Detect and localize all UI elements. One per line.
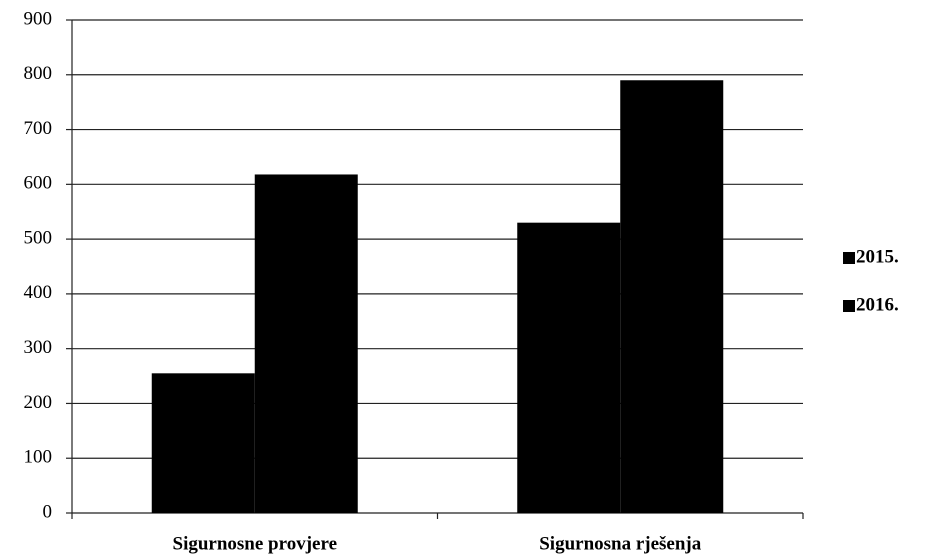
x-tick-label: Sigurnosne provjere — [173, 533, 338, 554]
y-tick-label: 800 — [24, 63, 53, 84]
bar — [620, 80, 724, 513]
legend-label: 2015. — [856, 246, 899, 267]
legend-label: 2016. — [856, 294, 899, 315]
y-tick-label: 300 — [24, 337, 53, 358]
y-tick-label: 600 — [24, 173, 53, 194]
bar — [151, 373, 255, 513]
y-tick-label: 900 — [24, 8, 53, 29]
legend-swatch — [843, 252, 855, 264]
y-tick-label: 200 — [24, 392, 53, 413]
y-tick-label: 700 — [24, 118, 53, 139]
x-tick-label: Sigurnosna rješenja — [539, 533, 702, 554]
bar — [517, 222, 621, 513]
legend-swatch — [843, 300, 855, 312]
y-tick-label: 0 — [43, 501, 53, 522]
y-tick-label: 500 — [24, 227, 53, 248]
y-tick-label: 400 — [24, 282, 53, 303]
y-tick-label: 100 — [24, 447, 53, 468]
bar — [254, 174, 358, 513]
